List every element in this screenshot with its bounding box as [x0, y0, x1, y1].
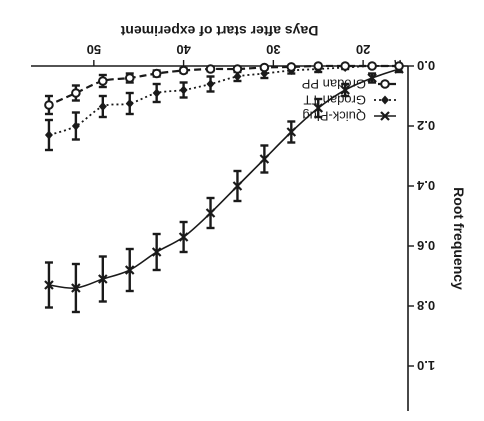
data-point — [98, 76, 108, 86]
y-axis-label: Root frequency — [451, 187, 467, 290]
data-point — [286, 62, 297, 72]
tick-labels: 0.0 0.2 0.4 0.6 0.8 1.0 20 30 40 50 — [87, 42, 435, 373]
data-point — [232, 181, 243, 191]
x-axis-label: Days after start of experiment — [120, 23, 318, 39]
data-point — [340, 61, 350, 71]
data-point — [206, 79, 215, 89]
data-point — [313, 103, 324, 113]
data-point — [179, 85, 188, 95]
x-tick-label: 50 — [87, 42, 101, 57]
x-tick-label: 30 — [266, 42, 280, 57]
y-tick-label: 0.0 — [417, 58, 435, 73]
y-tick-label: 0.8 — [417, 298, 435, 313]
series-grodan-pp — [44, 61, 404, 116]
data-point — [178, 65, 189, 76]
data-point — [394, 61, 404, 71]
y-tick-label: 0.2 — [417, 118, 435, 133]
plot-area — [44, 61, 404, 314]
data-point — [151, 68, 162, 79]
data-point — [152, 88, 161, 98]
series-quick-plug — [44, 64, 404, 314]
legend-marker — [380, 111, 390, 121]
legend-marker — [381, 95, 389, 105]
data-point — [44, 130, 53, 140]
y-tick-label: 0.6 — [417, 238, 435, 253]
data-point — [44, 100, 54, 110]
data-point — [124, 265, 135, 275]
data-point — [71, 88, 81, 98]
legend-marker — [380, 79, 390, 89]
data-point — [98, 274, 108, 284]
data-point — [233, 72, 242, 81]
data-point — [232, 64, 243, 74]
y-tick-label: 1.0 — [417, 358, 435, 373]
data-point — [259, 154, 270, 164]
x-tick-label: 20 — [356, 42, 370, 57]
data-point — [367, 73, 377, 83]
legend-item: Quick-Plug — [302, 109, 396, 124]
data-point — [286, 127, 297, 137]
data-point — [124, 73, 135, 83]
data-point — [367, 61, 377, 71]
data-point — [313, 61, 324, 71]
data-point — [98, 102, 107, 111]
legend-item: Grodan PP — [302, 77, 396, 92]
data-point — [125, 99, 134, 108]
y-tick-label: 0.4 — [416, 178, 435, 193]
legend-item: Grodan TT — [303, 93, 396, 108]
legend-label: Quick-Plug — [302, 109, 366, 124]
data-point — [151, 247, 162, 257]
legend-label: Grodan PP — [302, 77, 366, 92]
legend-label: Grodan TT — [303, 93, 366, 108]
data-point — [178, 232, 189, 242]
data-point — [205, 208, 216, 218]
data-point — [71, 121, 80, 131]
data-point — [205, 64, 216, 74]
data-point — [259, 62, 270, 73]
data-point — [71, 283, 81, 293]
data-point — [340, 85, 350, 95]
x-tick-label: 40 — [176, 42, 190, 57]
data-point — [44, 280, 54, 290]
